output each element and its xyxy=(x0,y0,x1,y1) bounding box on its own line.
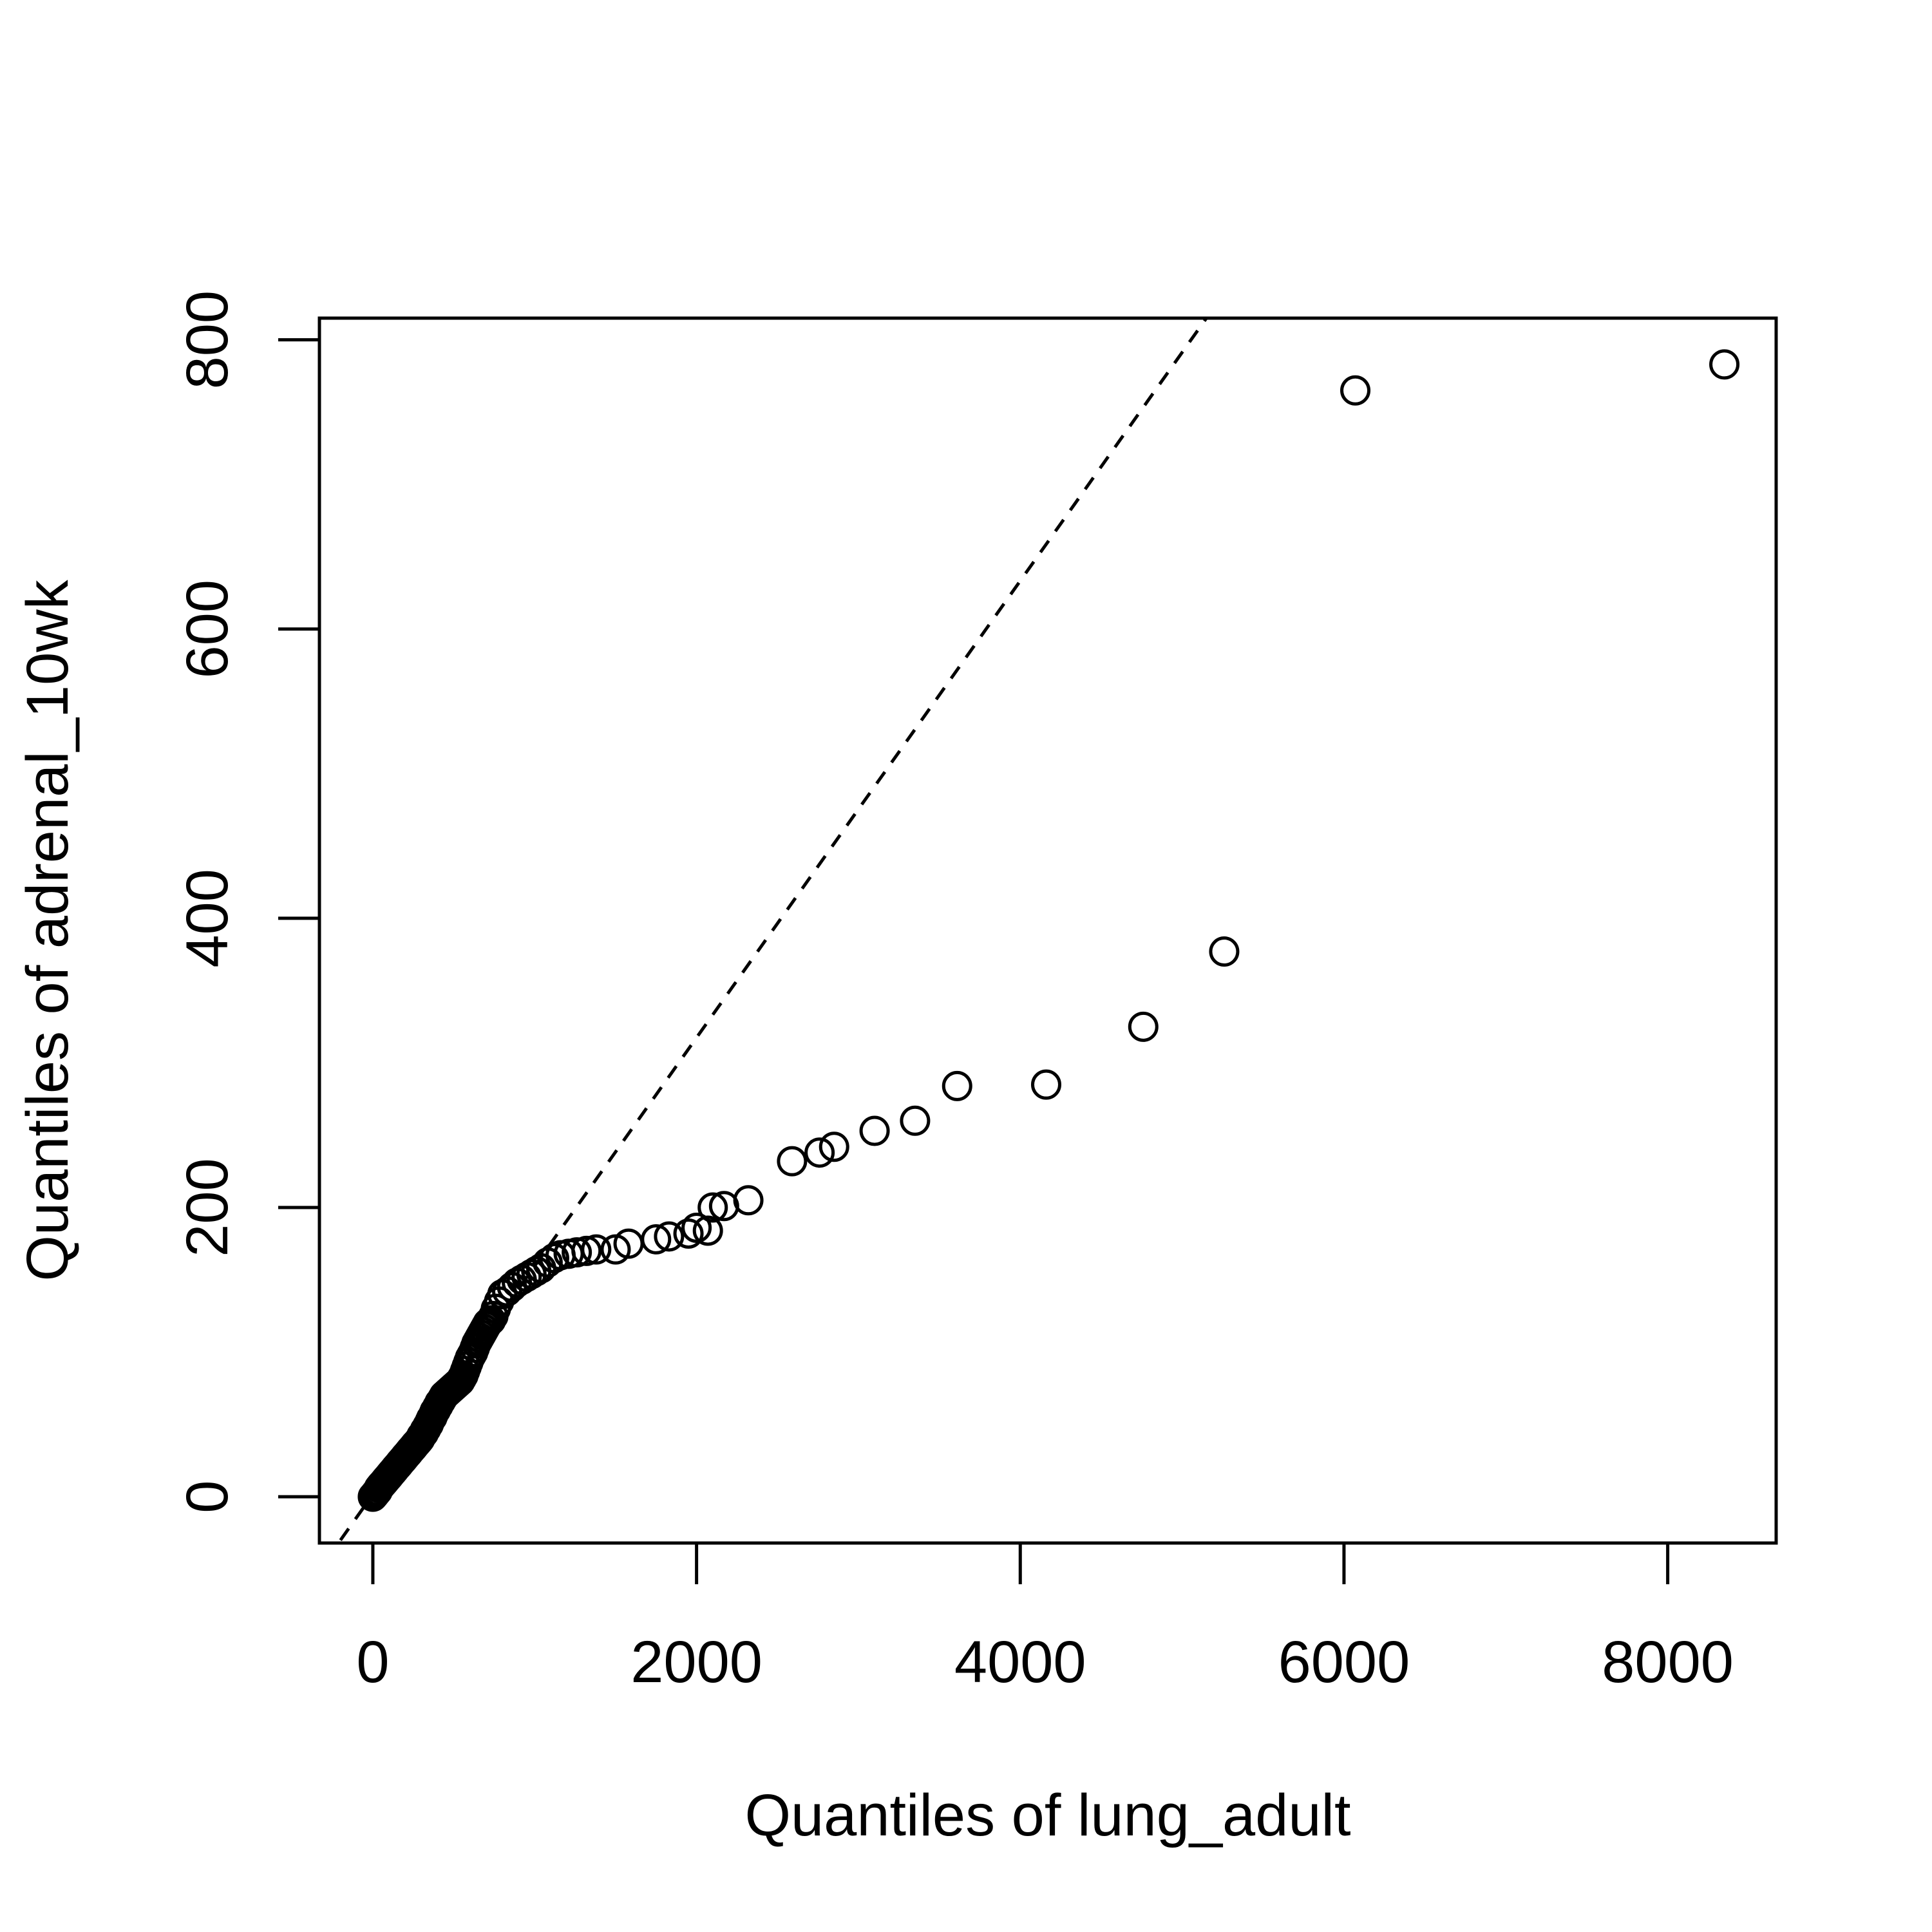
plot-frame xyxy=(317,316,1778,1545)
x-tick-label: 6000 xyxy=(1278,1629,1410,1695)
data-point xyxy=(697,1192,728,1223)
data-point xyxy=(733,1185,764,1216)
y-tick-label: 0 xyxy=(175,1481,240,1513)
data-point xyxy=(900,1105,931,1136)
data-point xyxy=(1340,375,1371,406)
x-tick-label: 2000 xyxy=(630,1629,762,1695)
data-point xyxy=(1030,1069,1061,1100)
data-point xyxy=(942,1070,972,1101)
reference-line-layer xyxy=(339,318,1208,1541)
data-point xyxy=(1709,349,1740,380)
y-tick-label: 400 xyxy=(175,869,240,968)
y-axis: 0 200 400 600 800 xyxy=(175,290,321,1513)
data-point xyxy=(581,1234,612,1265)
data-point xyxy=(777,1146,808,1177)
x-tick-label: 4000 xyxy=(954,1629,1086,1695)
data-point xyxy=(804,1137,835,1168)
data-point xyxy=(1209,936,1240,967)
y-axis-title: Quantiles of adrenal_10wk xyxy=(15,579,80,1281)
data-point xyxy=(673,1218,704,1249)
data-point xyxy=(1128,1011,1159,1042)
x-tick-label: 0 xyxy=(356,1629,389,1695)
data-points xyxy=(357,349,1740,1512)
x-axis-title: Quantiles of lung_adult xyxy=(744,1783,1350,1848)
data-point xyxy=(859,1115,890,1146)
data-point xyxy=(681,1212,712,1243)
data-point xyxy=(562,1237,592,1268)
x-axis: 0 2000 4000 6000 8000 xyxy=(356,1541,1734,1695)
x-tick-label: 8000 xyxy=(1602,1629,1734,1695)
data-point xyxy=(819,1132,849,1162)
reference-line xyxy=(339,318,1208,1541)
data-point xyxy=(692,1215,723,1246)
data-point xyxy=(654,1221,685,1252)
data-point xyxy=(571,1235,602,1266)
data-point xyxy=(641,1224,672,1255)
y-tick-label: 800 xyxy=(175,290,240,390)
y-tick-label: 600 xyxy=(175,580,240,679)
y-tick-label: 200 xyxy=(175,1158,240,1257)
